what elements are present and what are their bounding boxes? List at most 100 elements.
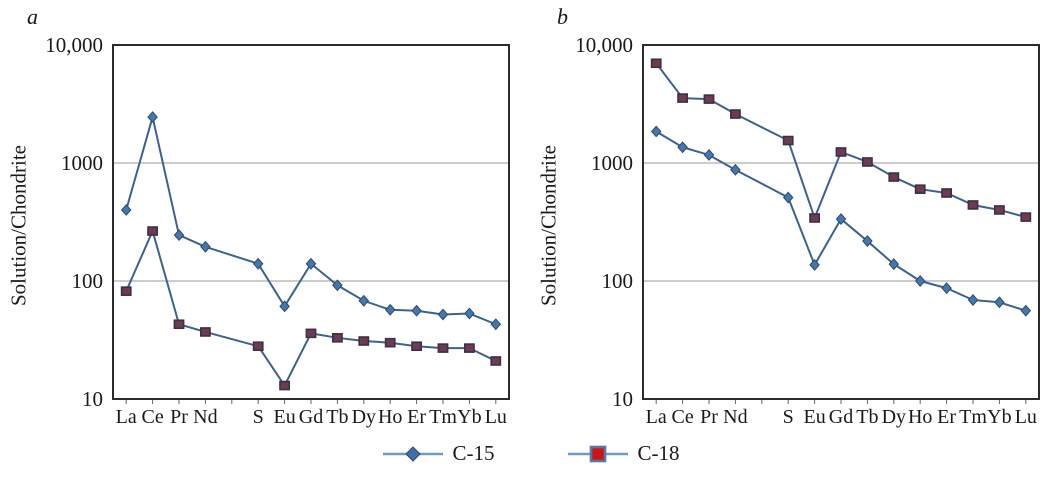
x-tick-label-S: S <box>783 406 794 428</box>
y-tick-label-10: 10 <box>82 387 103 411</box>
point-C-15-Nd <box>730 163 741 176</box>
y-tick-label-10000: 10,000 <box>45 33 103 57</box>
c15-diamond-marker-icon <box>382 445 443 462</box>
point-C-15-La <box>120 204 132 216</box>
x-tick-label-Er: Er <box>407 406 426 428</box>
series-C-18-line <box>125 230 497 387</box>
point-C-18-Ho <box>914 184 926 194</box>
x-tick-label-Ce: Ce <box>141 406 163 428</box>
plot-border <box>112 44 510 400</box>
x-tick-label-Ce: Ce <box>671 406 693 428</box>
point-C-18-Er <box>411 341 422 352</box>
point-C-15-Eu <box>279 300 290 313</box>
point-C-15-Tb <box>332 279 343 292</box>
point-C-15-Nd <box>200 240 211 253</box>
point-C-15-Tb <box>862 235 873 248</box>
point-C-15-Pr <box>173 229 185 242</box>
point-C-18-Gd <box>835 147 847 157</box>
x-tick-label-Lu: Lu <box>1015 406 1037 428</box>
point-C-18-Tb <box>861 157 873 167</box>
point-C-18-Dy <box>358 336 370 346</box>
point-C-18-Er <box>941 188 952 198</box>
point-C-15-Yb <box>464 307 475 320</box>
point-C-15-Gd <box>835 213 847 225</box>
x-tick-label-Gd: Gd <box>299 406 323 428</box>
point-C-18-La <box>120 286 132 296</box>
point-C-18-Tm <box>437 343 449 353</box>
legend-label-c18: C-18 <box>637 441 680 465</box>
x-tick-label-Dy: Dy <box>352 406 376 428</box>
point-C-18-La <box>650 58 662 69</box>
point-C-15-Sm <box>782 191 794 204</box>
point-C-18-Yb <box>993 205 1005 215</box>
panel-b-letter: b <box>557 4 568 29</box>
point-C-15-Er <box>941 282 952 295</box>
chart-legend: C-15 C-18 <box>0 441 1061 466</box>
point-C-15-Sm <box>252 257 264 270</box>
x-tick-label-Gd: Gd <box>829 406 853 428</box>
point-C-18-Yb <box>463 343 475 353</box>
point-C-18-Nd <box>200 327 211 337</box>
point-C-18-Ce <box>677 93 688 103</box>
point-C-15-Tm <box>437 308 449 321</box>
legend-item-c18: C-18 <box>567 441 680 466</box>
point-C-18-Sm <box>252 341 264 352</box>
x-tick-label-La: La <box>646 406 667 428</box>
x-tick-label-Ho: Ho <box>378 406 402 428</box>
point-C-15-Ce <box>677 141 688 154</box>
point-C-15-Lu <box>1020 304 1032 317</box>
panels-row: a Solution/Chondrite 10,000 1000 100 10 La Ce… <box>7 0 1060 434</box>
x-tick-label-Tm: Tm <box>429 406 457 428</box>
x-tick-label-Eu: Eu <box>803 406 825 428</box>
x-tick-label-Pr: Pr <box>700 406 718 428</box>
x-tick-label-S: S <box>253 406 264 428</box>
series-C-18-line <box>655 62 1027 219</box>
point-C-15-Lu <box>490 318 502 331</box>
series-C-15-line <box>655 130 1027 312</box>
point-C-15-Dy <box>358 294 370 307</box>
x-tick-label-La: La <box>116 406 137 428</box>
point-C-18-Nd <box>730 109 741 119</box>
point-C-15-Eu <box>809 258 820 271</box>
legend-label-c15: C-15 <box>452 441 495 465</box>
point-C-18-Tm <box>967 200 979 210</box>
x-tick-label-Ho: Ho <box>908 406 932 428</box>
point-C-15-Gd <box>305 257 317 270</box>
y-tick-label-100: 100 <box>602 269 634 293</box>
y-tick-label-10000: 10,000 <box>575 33 633 57</box>
point-C-15-Ho <box>914 275 926 287</box>
panel-a-chart: 10,000 1000 100 10 La Ce Pr Nd S Eu Gd Tb Dy Ho Er Tm Yb… <box>45 33 510 428</box>
point-C-18-Gd <box>305 328 317 339</box>
x-tick-label-Pr: Pr <box>170 406 188 428</box>
point-C-18-Eu <box>809 213 820 223</box>
x-tick-label-Tm: Tm <box>959 406 987 428</box>
point-C-18-Sm <box>782 135 794 146</box>
point-C-18-Lu <box>1020 212 1032 222</box>
y-tick-label-100: 100 <box>72 269 104 293</box>
point-C-18-Eu <box>279 380 290 391</box>
x-tick-label-Yb: Yb <box>987 406 1011 428</box>
point-C-15-Pr <box>703 148 715 161</box>
c18-square-marker-icon <box>567 445 628 462</box>
legend-item-c15: C-15 <box>382 441 495 466</box>
point-C-18-Tb <box>331 333 343 343</box>
x-tick-label-Nd: Nd <box>193 406 217 428</box>
panel-b-chart: 10,000 1000 100 10 La Ce Pr Nd S Eu Gd Tb Dy Ho Er Tm Yb… <box>575 33 1040 428</box>
point-C-18-Lu <box>490 356 502 366</box>
y-tick-label-10: 10 <box>612 387 633 411</box>
panel-a-letter: a <box>27 4 38 29</box>
point-C-15-Ce <box>147 111 158 124</box>
x-tick-label-Er: Er <box>937 406 956 428</box>
point-C-15-Tm <box>967 294 979 306</box>
series-C-15-line <box>125 116 497 326</box>
point-C-18-Ce <box>147 226 158 236</box>
x-tick-label-Dy: Dy <box>882 406 906 428</box>
x-tick-label-Lu: Lu <box>485 406 507 428</box>
y-tick-label-1000: 1000 <box>591 151 633 175</box>
point-C-15-Er <box>411 304 422 317</box>
x-tick-label-Eu: Eu <box>273 406 295 428</box>
y-tick-label-1000: 1000 <box>61 151 103 175</box>
x-tick-label-Yb: Yb <box>457 406 481 428</box>
panel-b: b Solution/Chondrite 10,000 1000 100 10 La Ce… <box>530 0 1060 434</box>
x-tick-label-Tb: Tb <box>326 406 348 428</box>
